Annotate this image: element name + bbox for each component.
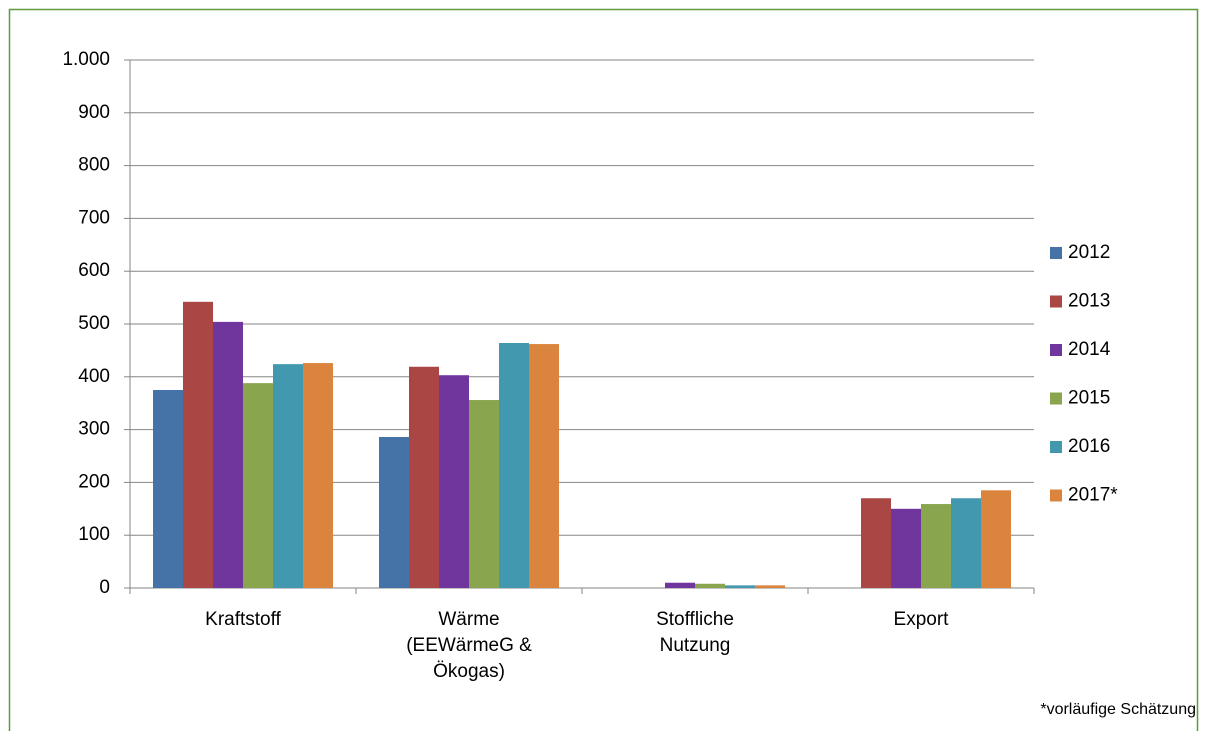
bar (529, 344, 559, 588)
legend-label: 2016 (1068, 436, 1110, 457)
bar (921, 504, 951, 588)
y-tick-label: 600 (78, 260, 110, 281)
y-tick-label: 700 (78, 207, 110, 228)
legend-label: 2017* (1068, 485, 1118, 506)
bar (891, 508, 921, 588)
bar (499, 343, 529, 588)
legend-label: 2012 (1068, 242, 1110, 263)
y-tick-label: 400 (78, 366, 110, 387)
bar (183, 301, 213, 588)
x-tick-label: Stoffliche Nutzung (656, 609, 734, 656)
legend-swatch (1050, 489, 1062, 502)
y-tick-label: 0 (99, 577, 110, 598)
bar (303, 363, 333, 588)
y-tick-label: 1.000 (62, 49, 110, 70)
bar (469, 400, 499, 588)
y-tick-label: 200 (78, 471, 110, 492)
x-tick-label: Wärme (EEWärmeG & Ökogas) (406, 609, 532, 682)
bar (951, 498, 981, 588)
bar (273, 364, 303, 588)
bar (213, 321, 243, 588)
bar (665, 582, 695, 588)
y-tick-label: 100 (78, 524, 110, 545)
legend-label: 2015 (1068, 388, 1110, 409)
legend-swatch (1050, 441, 1062, 453)
bar (153, 390, 183, 588)
bar (861, 498, 891, 588)
y-tick-label: 300 (78, 419, 110, 440)
legend-label: 2014 (1068, 339, 1111, 360)
bar (439, 375, 469, 588)
bar (725, 585, 755, 588)
y-tick-label: 800 (78, 155, 110, 176)
legend-swatch (1050, 344, 1062, 356)
legend-swatch (1050, 295, 1062, 308)
footnote: *vorläufige Schätzung (1040, 701, 1196, 718)
frame (8, 8, 1199, 731)
x-tick-label: Kraftstoff (205, 609, 281, 630)
x-tick-label: Export (894, 609, 950, 630)
y-tick-label: 500 (78, 313, 110, 334)
bar (695, 583, 725, 588)
legend-label: 2013 (1068, 291, 1110, 312)
bar (243, 383, 273, 588)
bar (755, 585, 785, 588)
legend-swatch (1050, 392, 1062, 405)
bar (409, 366, 439, 588)
legend-swatch (1050, 247, 1062, 259)
y-tick-label: 900 (78, 102, 110, 123)
bar (981, 490, 1011, 588)
bar (379, 436, 409, 588)
